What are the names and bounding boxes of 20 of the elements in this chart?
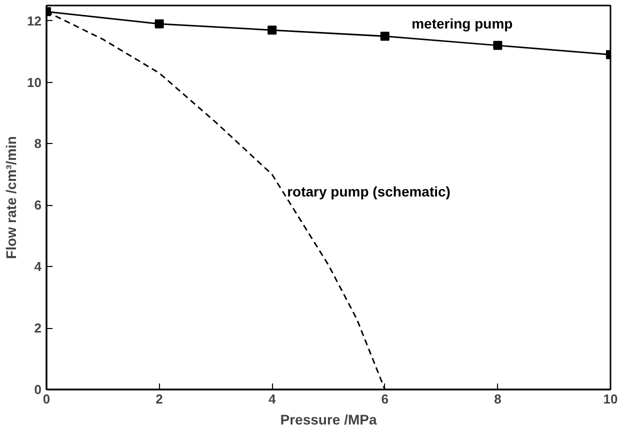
series-label: rotary pump (schematic) [287, 183, 450, 200]
y-tick-label: 2 [34, 320, 42, 336]
x-tick-label: 2 [156, 392, 163, 406]
point [493, 40, 502, 50]
y-tick-label: 6 [34, 198, 42, 213]
x-tick-label: 6 [381, 392, 389, 406]
x-tick-label: 8 [494, 392, 502, 406]
x-axis-title: Pressure /MPa [280, 412, 377, 428]
x-tick-label: 4 [268, 392, 276, 406]
x-tick-label: 10 [603, 392, 618, 406]
y-axis-title: Flow rate /cm³/min [3, 136, 20, 259]
point [380, 32, 390, 41]
y-tick-label: 8 [34, 136, 42, 152]
y-tick-label: 0 [34, 382, 42, 397]
point [154, 19, 164, 28]
y-tick-label: 10 [27, 74, 42, 90]
y-tick-label: 12 [27, 13, 42, 28]
y-tick-label: 4 [34, 259, 42, 274]
point [268, 26, 277, 35]
series-label: metering pump [412, 15, 513, 32]
